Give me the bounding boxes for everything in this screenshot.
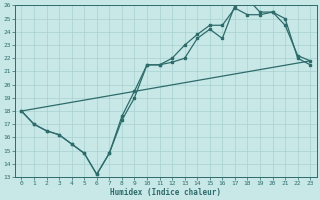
X-axis label: Humidex (Indice chaleur): Humidex (Indice chaleur)	[110, 188, 221, 197]
